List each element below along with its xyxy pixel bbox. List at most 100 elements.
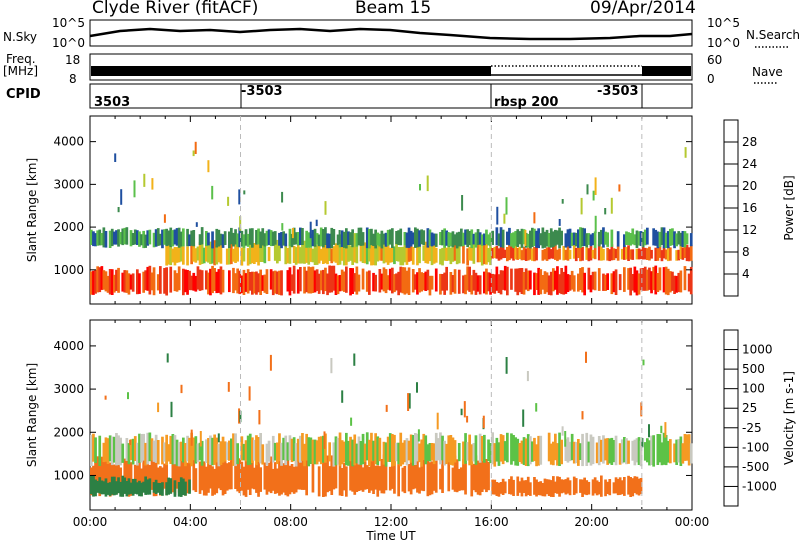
velocity-cell — [566, 477, 570, 494]
velocity-cell — [620, 480, 624, 495]
velocity-cell — [570, 433, 574, 461]
power-scatter-cell — [315, 219, 318, 227]
velocity-xtick-label: 20:00 — [574, 515, 609, 529]
velocity-cell — [355, 443, 359, 464]
power-cell — [660, 250, 664, 262]
velocity-cell — [340, 440, 344, 465]
velocity-cell — [263, 462, 267, 490]
power-cell — [196, 266, 200, 290]
velocity-cell — [591, 436, 595, 465]
velocity-colorbar-tick-label: 100 — [742, 382, 765, 396]
velocity-cell — [384, 442, 388, 467]
velocity-cell — [148, 432, 152, 462]
power-cell — [265, 230, 269, 246]
velocity-cell — [581, 479, 584, 497]
velocity-cell — [194, 468, 198, 492]
power-cell — [518, 268, 522, 293]
cpid-segment-2: -3503 — [241, 84, 283, 99]
power-cell — [470, 241, 474, 261]
power-cell — [121, 228, 125, 246]
power-cell — [240, 275, 244, 294]
velocity-cell — [510, 476, 513, 495]
power-cell — [251, 246, 254, 264]
power-cell — [491, 273, 494, 293]
velocity-scatter-cell — [526, 371, 529, 382]
power-cell — [315, 269, 319, 291]
velocity-cell — [219, 457, 223, 491]
power-cell — [597, 231, 601, 247]
power-colorbar-tick-label: 16 — [742, 201, 757, 215]
nave-top-tick: 60 — [707, 53, 723, 67]
velocity-cell — [384, 455, 388, 491]
velocity-cell — [658, 434, 662, 463]
power-cell — [641, 268, 645, 291]
power-cell — [685, 244, 689, 262]
power-cell — [236, 240, 239, 262]
power-scatter-cell — [194, 141, 197, 154]
power-cell — [455, 232, 459, 249]
velocity-cell — [430, 461, 434, 495]
power-cell — [332, 229, 336, 245]
nsky-line — [89, 27, 693, 41]
velocity-cell — [478, 433, 482, 463]
velocity-cell — [388, 433, 392, 462]
power-cell — [330, 265, 334, 293]
power-cell — [485, 229, 488, 245]
velocity-cell — [326, 455, 329, 493]
velocity-cell — [96, 456, 99, 492]
power-cell — [439, 248, 442, 265]
power-cell — [117, 267, 120, 293]
power-cell — [368, 242, 371, 262]
velocity-cell — [520, 440, 524, 464]
power-cell — [313, 243, 317, 265]
power-cell — [92, 231, 95, 247]
velocity-cell — [133, 436, 137, 461]
velocity-cell — [102, 456, 106, 491]
power-cell — [428, 244, 432, 262]
power-cell — [284, 244, 288, 265]
velocity-cell — [491, 432, 494, 465]
power-cell — [441, 274, 444, 291]
power-cell — [650, 271, 653, 294]
velocity-cell — [365, 432, 369, 461]
power-cell — [403, 232, 407, 246]
power-scatter-cell — [117, 207, 120, 213]
power-scatter-cell — [163, 214, 166, 223]
power-cell — [422, 230, 426, 246]
velocity-cell — [207, 458, 210, 493]
velocity-cell — [140, 482, 143, 497]
power-cell — [516, 247, 520, 260]
velocity-cell — [110, 436, 114, 466]
power-cell — [288, 241, 292, 264]
power-cell — [426, 245, 430, 264]
power-cell — [579, 246, 582, 262]
power-cell — [491, 230, 494, 245]
velocity-cell — [430, 443, 434, 461]
velocity-cell — [299, 458, 302, 490]
velocity-cell — [182, 454, 185, 489]
power-cell — [324, 267, 327, 292]
velocity-cell — [374, 465, 377, 490]
velocity-cell — [531, 441, 534, 462]
power-cell — [380, 230, 384, 249]
power-cell — [113, 231, 116, 245]
velocity-cell — [483, 434, 486, 463]
power-cell — [152, 232, 156, 248]
power-cell — [340, 241, 344, 261]
power-scatter-cell — [133, 180, 136, 198]
velocity-cell — [315, 440, 319, 465]
power-cell — [529, 244, 532, 260]
power-cell — [188, 234, 191, 247]
velocity-cell — [94, 437, 97, 463]
nsky-top-tick: 10^5 — [52, 16, 85, 30]
power-ytick-label: 2000 — [53, 220, 84, 234]
power-cell — [361, 268, 365, 290]
velocity-cell — [136, 442, 139, 466]
power-cell — [606, 232, 609, 247]
velocity-cell — [539, 481, 543, 496]
velocity-cell — [228, 440, 231, 461]
power-cell — [234, 240, 237, 263]
velocity-xlabel: Time UT — [365, 529, 416, 543]
power-cell — [577, 229, 580, 248]
velocity-cell — [240, 436, 244, 461]
